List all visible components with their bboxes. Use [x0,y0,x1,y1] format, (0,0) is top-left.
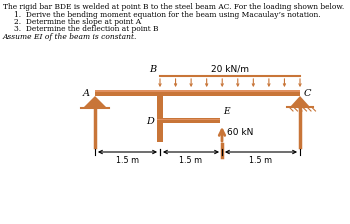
Text: D: D [146,116,154,125]
Text: The rigid bar BDE is welded at point B to the steel beam AC. For the loading sho: The rigid bar BDE is welded at point B t… [3,3,344,11]
Bar [95,90,300,92]
Text: Assume EI of the beam is constant.: Assume EI of the beam is constant. [3,33,137,41]
Text: A: A [83,88,90,97]
Bar [95,90,300,96]
Bar [157,118,220,123]
Text: 20 kN/m: 20 kN/m [211,64,249,73]
Text: 3.  Determine the deflection at point B: 3. Determine the deflection at point B [14,25,159,33]
Bar [157,119,220,120]
Polygon shape [290,96,310,107]
Text: C: C [304,88,312,97]
Text: 1.5 m: 1.5 m [180,156,203,165]
Text: 1.5 m: 1.5 m [116,156,139,165]
Text: 60 kN: 60 kN [227,127,253,136]
Text: 1.5 m: 1.5 m [250,156,273,165]
Text: E: E [223,107,230,116]
Text: 2.  Determine the slope at point A: 2. Determine the slope at point A [14,18,141,26]
Bar [157,96,163,142]
Polygon shape [83,96,107,108]
Text: 1.  Derive the bending moment equation for the beam using Macaulay’s notation.: 1. Derive the bending moment equation fo… [14,11,321,19]
Text: B: B [149,65,156,74]
